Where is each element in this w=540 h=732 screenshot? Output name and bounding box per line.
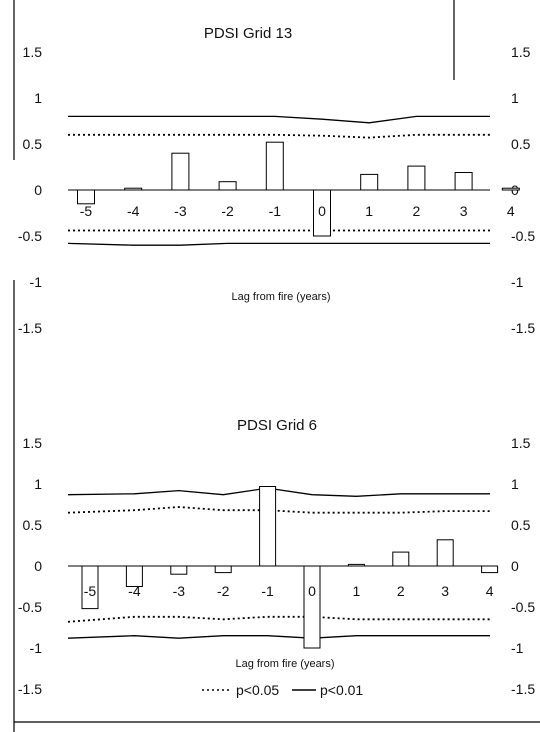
bar	[214, 565, 232, 574]
x-tick-label: 1	[365, 203, 373, 219]
y-tick-label-right: 0	[511, 558, 519, 574]
bar	[259, 486, 277, 567]
bar	[124, 187, 143, 191]
legend-p05-label: p<0.05	[236, 682, 279, 698]
bar	[303, 565, 321, 649]
x-axis-label: Lag from fire (years)	[235, 658, 334, 670]
y-tick-label-left: 0	[34, 558, 42, 574]
bar	[170, 565, 188, 575]
bar	[125, 565, 143, 587]
y-tick-label-right: 0.5	[511, 136, 531, 152]
legend: p<0.05 p<0.01	[202, 682, 363, 698]
y-tick-label-right: -1.5	[511, 681, 535, 697]
x-axis-label: Lag from fire (years)	[231, 291, 330, 303]
y-tick-label-right: -0.5	[511, 599, 535, 615]
bar	[81, 565, 99, 610]
x-tick-label: 1	[353, 583, 361, 599]
x-tick-label: 3	[460, 203, 468, 219]
bar	[392, 551, 410, 567]
x-tick-label: -4	[127, 203, 140, 219]
y-tick-label-left: 1.5	[23, 44, 43, 60]
x-tick-label: -1	[269, 203, 282, 219]
x-tick-label: 4	[486, 583, 494, 599]
x-tick-label: -4	[128, 583, 141, 599]
y-tick-label-right: 1	[511, 90, 519, 106]
bar	[313, 189, 331, 237]
x-tick-label: -1	[261, 583, 274, 599]
x-tick-label: 2	[397, 583, 405, 599]
bar	[436, 539, 454, 567]
y-tick-label-left: -1	[30, 640, 43, 656]
x-tick-label: 4	[507, 203, 515, 219]
x-tick-label: 3	[441, 583, 449, 599]
figure-border	[13, 0, 540, 732]
x-tick-label: -2	[217, 583, 230, 599]
legend-p01-label: p<0.01	[320, 682, 363, 698]
p05-lower-line	[67, 615, 490, 623]
x-tick-label: -5	[80, 203, 93, 219]
x-tick-label: -3	[174, 203, 187, 219]
bar	[501, 187, 520, 191]
bar	[481, 565, 499, 574]
panel-title: PDSI Grid 6	[237, 417, 317, 434]
panel-grid-13: PDSI Grid 13 Lag from fire (years) 1.5 1 0…	[18, 25, 535, 336]
bar	[347, 563, 365, 567]
p01-lower-line	[67, 635, 490, 639]
x-tick-label: 2	[413, 203, 421, 219]
y-tick-label-left: -0.5	[18, 599, 42, 615]
y-tick-label-left: 0.5	[23, 517, 43, 533]
y-tick-label-left: -1.5	[18, 320, 42, 336]
panel-grid-6: PDSI Grid 6 Lag from fire (years) 1.5 1 0.…	[18, 417, 535, 697]
y-tick-label-left: -1	[30, 274, 43, 290]
bar	[77, 189, 95, 205]
bar	[360, 173, 379, 191]
x-tick-label: -2	[221, 203, 234, 219]
x-tick-label: 0	[308, 583, 316, 599]
y-tick-label-right: -1	[511, 640, 524, 656]
y-tick-label-left: -0.5	[18, 228, 42, 244]
bar	[218, 181, 237, 191]
y-tick-label-right: -1	[511, 274, 524, 290]
y-tick-label-left: 0.5	[23, 136, 43, 152]
y-tick-label-right: -1.5	[511, 320, 535, 336]
panel-title: PDSI Grid 13	[204, 25, 292, 42]
y-tick-label-left: 1	[34, 476, 42, 492]
bar	[407, 165, 426, 191]
p05-upper-line	[68, 133, 490, 139]
x-tick-label: -5	[84, 583, 97, 599]
y-tick-label-left: 1.5	[23, 435, 43, 451]
bar	[171, 152, 190, 191]
p05-upper-line	[67, 506, 490, 514]
p01-upper-line	[68, 115, 490, 124]
y-tick-label-right: -0.5	[511, 228, 535, 244]
bar	[265, 141, 284, 191]
y-tick-label-left: 1	[34, 90, 42, 106]
x-tick-label: 0	[318, 203, 326, 219]
p01-lower-line	[67, 242, 490, 246]
bar	[454, 172, 473, 191]
y-tick-label-right: 1	[511, 476, 519, 492]
y-tick-label-left: 0	[34, 182, 42, 198]
y-tick-label-left: -1.5	[18, 681, 42, 697]
y-tick-label-right: 1.5	[511, 44, 531, 60]
y-tick-label-right: 1.5	[511, 435, 531, 451]
x-tick-label: -3	[173, 583, 186, 599]
p01-upper-line	[67, 487, 490, 497]
y-tick-label-right: 0.5	[511, 517, 531, 533]
